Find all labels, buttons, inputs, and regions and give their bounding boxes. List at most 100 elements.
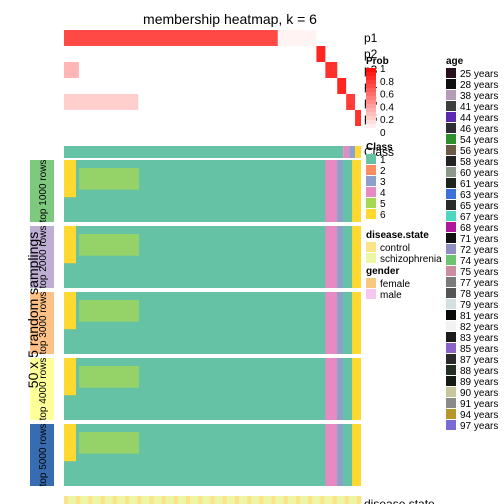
annotation-cell <box>344 496 350 504</box>
panel-column <box>343 226 353 288</box>
annotation-cell <box>324 496 329 504</box>
panel-column <box>352 424 361 486</box>
prob-cell <box>316 46 326 62</box>
age-legend-swatch <box>446 68 456 78</box>
annotation-cell <box>210 496 215 504</box>
prob-cell <box>346 94 356 110</box>
annotation-cell <box>88 496 93 504</box>
annotation-cell <box>226 496 232 504</box>
age-legend-swatch <box>446 244 456 254</box>
gender-legend-swatch <box>366 278 376 288</box>
age-legend-swatch <box>446 211 456 221</box>
prob-legend-step <box>366 104 376 109</box>
age-legend-swatch <box>446 398 456 408</box>
annotation-cell <box>275 496 280 504</box>
annotation-cell <box>328 496 333 504</box>
annotation-cell <box>320 496 325 504</box>
row-group-bar <box>30 160 54 222</box>
panel-patch <box>64 226 76 264</box>
row-group-label: top 2000 rows <box>38 226 49 289</box>
annotation-cell <box>271 496 276 504</box>
annotation-cell <box>283 496 289 504</box>
annotation-cell <box>145 496 150 504</box>
gender-legend-title: gender <box>366 266 399 277</box>
age-legend-swatch <box>446 178 456 188</box>
age-legend-swatch <box>446 288 456 298</box>
class-legend-label: 6 <box>380 210 386 221</box>
bottom-annotations: disease.stategenderage <box>64 496 435 504</box>
class-legend-label: 1 <box>380 155 386 166</box>
age-legend-swatch <box>446 200 456 210</box>
age-legend-label: 85 years <box>460 344 498 355</box>
age-legend-label: 82 years <box>460 322 498 333</box>
annotation-cell <box>243 496 248 504</box>
age-legend-label: 54 years <box>460 135 498 146</box>
annotation-cell <box>108 496 114 504</box>
annotation-cell <box>263 496 268 504</box>
panel-patch <box>79 366 139 388</box>
age-legend-swatch <box>446 233 456 243</box>
age-legend-label: 81 years <box>460 311 498 322</box>
age-legend-label: 74 years <box>460 256 498 267</box>
panel-column <box>343 160 353 222</box>
prob-legend-step <box>366 128 376 133</box>
age-legend-label: 72 years <box>460 245 498 256</box>
prob-row-bg <box>64 110 361 126</box>
class-legend-label: 2 <box>380 166 386 177</box>
prob-row-label: p2 <box>364 47 378 61</box>
age-legend-swatch <box>446 277 456 287</box>
age-legend-swatch <box>446 123 456 133</box>
annotation-cell <box>279 496 284 504</box>
annotation-cell <box>316 496 321 504</box>
disease-legend-title: disease.state <box>366 230 429 241</box>
panel-patch <box>79 432 139 454</box>
age-legend-swatch <box>446 343 456 353</box>
annotation-cell <box>299 496 305 504</box>
prob-legend-tick: 0.8 <box>380 77 394 88</box>
disease-legend-label: schizophrenia <box>380 254 442 265</box>
age-legend-swatch <box>446 376 456 386</box>
panel-column <box>337 292 344 354</box>
age-legend-swatch <box>446 189 456 199</box>
annotation-cell <box>173 496 179 504</box>
prob-legend-step <box>366 76 376 81</box>
annotation-cell <box>149 496 154 504</box>
annotation-cell <box>112 496 118 504</box>
prob-row-label: p1 <box>364 31 378 45</box>
age-legend-label: 58 years <box>460 157 498 168</box>
legends: Prob10.80.60.40.20Class123456disease.sta… <box>366 56 498 432</box>
age-legend-swatch <box>446 310 456 320</box>
class-legend-swatch <box>366 165 376 175</box>
annotation-cell <box>340 496 346 504</box>
row-group-bars: top 1000 rows top 2000 rows top 3000 rows t… <box>30 160 54 486</box>
annotation-cell <box>238 496 244 504</box>
row-group-bar <box>30 292 54 354</box>
annotation-cell <box>190 496 195 504</box>
age-legend-swatch <box>446 299 456 309</box>
annotation-cell <box>181 496 187 504</box>
prob-legend-step <box>366 96 376 101</box>
prob-legend-step <box>366 92 376 97</box>
annotation-cell <box>100 496 105 504</box>
panel-column <box>325 226 338 288</box>
panel-column <box>352 160 361 222</box>
prob-legend-step <box>366 116 376 121</box>
class-legend-swatch <box>366 176 376 186</box>
prob-row-bg <box>64 62 361 78</box>
age-legend-label: 61 years <box>460 179 498 190</box>
annotation-cell <box>247 496 252 504</box>
age-legend-swatch <box>446 134 456 144</box>
prob-row-bg <box>64 78 361 94</box>
age-legend-label: 44 years <box>460 113 498 124</box>
prob-cell <box>277 30 317 46</box>
prob-cell <box>64 94 139 110</box>
age-legend-title: age <box>446 56 464 67</box>
annotation-cell <box>137 496 142 504</box>
annotation-cell <box>234 496 240 504</box>
panel-patch <box>64 292 76 330</box>
prob-cell <box>64 30 278 46</box>
panel-patch <box>64 160 76 198</box>
prob-legend-tick: 0.4 <box>380 102 394 113</box>
age-legend-swatch <box>446 90 456 100</box>
annotation-cell <box>96 496 101 504</box>
